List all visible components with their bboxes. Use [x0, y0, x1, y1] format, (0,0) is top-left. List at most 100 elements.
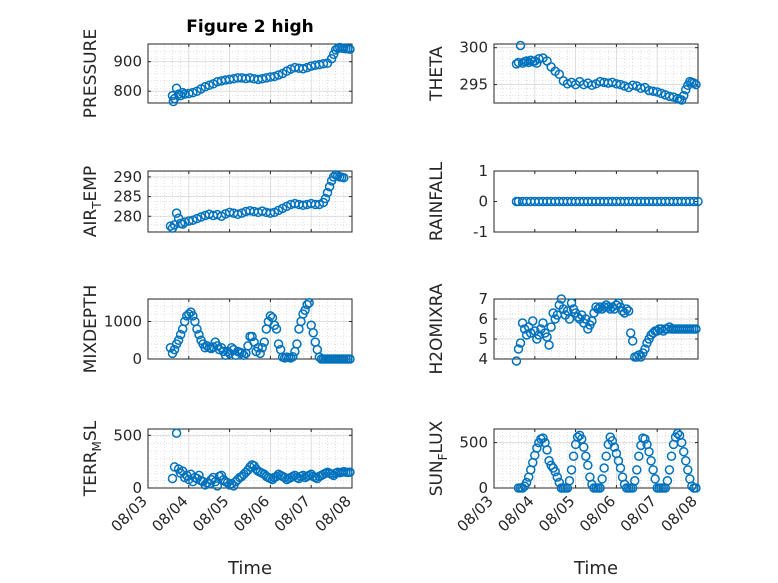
data-point [521, 477, 532, 488]
x-tick-label: 08/06 [576, 492, 619, 535]
data-point [595, 483, 605, 493]
figure-title: Figure 2 high [186, 17, 314, 37]
data-point [345, 467, 355, 477]
data-point [175, 329, 186, 340]
data-point [200, 82, 210, 92]
data-point [691, 324, 701, 334]
data-point [552, 472, 562, 482]
data-point [666, 451, 677, 461]
subplot-7: 0500TERRMSL08/0308/0408/0508/0608/0708/0… [81, 420, 355, 579]
y-axis-label-subscript: M [90, 441, 104, 451]
data-point [253, 343, 263, 353]
y-tick-label: 4 [478, 350, 488, 368]
data-point [630, 475, 640, 486]
data-point [167, 473, 178, 484]
y-axis-label-main: AIR [81, 209, 101, 238]
data-point [691, 79, 701, 90]
data-point [184, 88, 194, 99]
data-point [538, 433, 548, 443]
y-tick-label: 5 [478, 330, 488, 348]
y-tick-label: 6 [478, 310, 488, 328]
data-point [648, 465, 658, 475]
data-point [298, 64, 308, 74]
y-axis-label: THETA [427, 46, 447, 102]
data-point [171, 83, 182, 93]
y-axis-label-main: TERR [81, 451, 101, 497]
data-point [656, 88, 667, 99]
y-axis-label-tail: EMP [81, 166, 101, 202]
data-point [326, 54, 337, 64]
data-point [265, 208, 276, 218]
subplot-6: 4 5 6 7 H2OMIXRA [427, 283, 701, 375]
y-axis-label-main: RAINFALL [427, 161, 447, 241]
data-point [532, 58, 542, 68]
x-tick-label: 08/04 [494, 492, 537, 535]
data-point [640, 434, 650, 444]
data-point [568, 451, 579, 461]
data-point [173, 335, 184, 345]
data-point [322, 187, 333, 198]
y-tick-label: 280 [113, 207, 142, 225]
data-point [689, 196, 699, 207]
data-point [544, 456, 554, 466]
data-point [623, 306, 634, 316]
data-point [542, 445, 552, 455]
data-point [599, 463, 609, 473]
data-point [615, 79, 626, 90]
data-point [233, 209, 243, 220]
data-point [538, 318, 548, 328]
data-point [587, 80, 597, 91]
x-axis-label: Time [573, 558, 618, 579]
x-axis-label: Time [227, 558, 272, 579]
y-axis-label: PRESSURE [81, 29, 101, 118]
y-tick-label: 800 [113, 82, 142, 100]
data-point [646, 456, 656, 466]
data-point [169, 344, 180, 355]
data-point [165, 221, 176, 231]
data-point [681, 84, 691, 95]
x-tick-label: 08/06 [230, 492, 273, 535]
y-tick-label: 285 [113, 188, 142, 206]
data-point [554, 69, 565, 79]
data-point [640, 344, 650, 354]
data-point [650, 474, 660, 484]
y-axis-label-main: THETA [427, 46, 447, 102]
data-point [308, 328, 318, 338]
y-axis-label-tail: LUX [427, 420, 447, 453]
y-axis-label-main: MIXDEPTH [81, 285, 101, 374]
data-point [269, 71, 280, 82]
data-point [200, 480, 210, 490]
data-point [566, 298, 577, 308]
y-tick-label: 295 [459, 76, 488, 94]
y-axis-label-main: H2OMIXRA [427, 283, 447, 374]
data-point [188, 311, 198, 321]
data-point [627, 336, 638, 346]
data-point [255, 348, 265, 359]
x-tick-label: 08/07 [271, 492, 314, 535]
data-point [173, 89, 184, 99]
data-point [259, 337, 270, 347]
subplot-4: -1 0 1 RAINFALL [427, 161, 703, 241]
axes-box [147, 170, 353, 233]
data-point [515, 338, 526, 348]
y-axis-label-main: SUN [427, 460, 447, 496]
y-tick-label: 0 [132, 479, 142, 497]
y-axis-label: SUNFLUX [427, 420, 450, 496]
y-axis-label-tail: SL [81, 420, 101, 441]
data-point [513, 344, 524, 354]
data-point [676, 437, 687, 448]
data-point [257, 343, 267, 353]
data-point [689, 78, 699, 88]
data-point [609, 442, 620, 452]
data-point [302, 62, 312, 73]
y-tick-label: 290 [113, 168, 142, 186]
y-axis-label-subscript: T [90, 201, 104, 210]
data-point [511, 356, 522, 366]
data-point [304, 298, 314, 308]
series-points [167, 42, 355, 107]
data-point [339, 172, 349, 183]
data-point [691, 483, 701, 493]
x-tick-label: 08/08 [312, 492, 355, 535]
y-axis-label-main: PRESSURE [81, 29, 101, 118]
